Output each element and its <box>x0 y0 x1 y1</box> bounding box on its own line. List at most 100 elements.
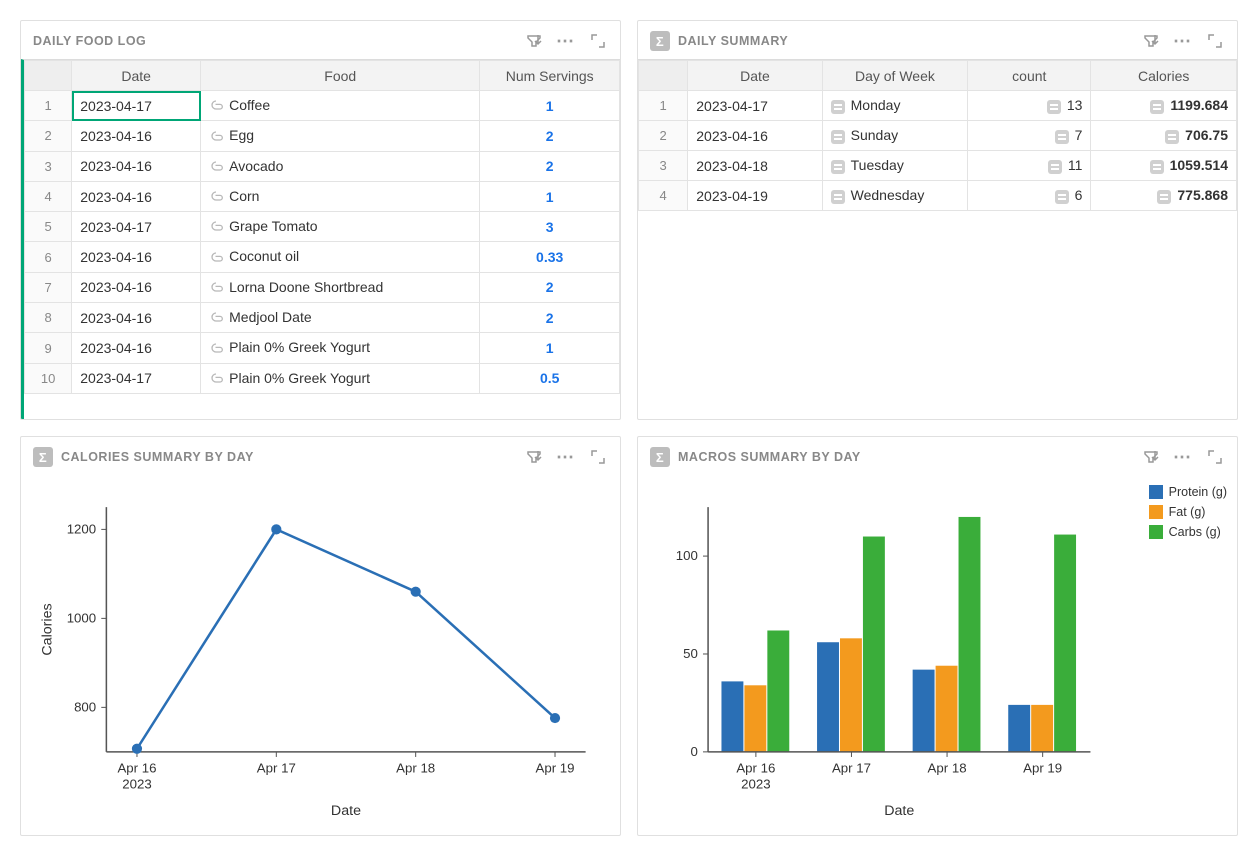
filter-icon[interactable] <box>1141 31 1161 51</box>
cell[interactable]: 2023-04-18 <box>688 151 822 181</box>
row-number[interactable]: 1 <box>639 91 688 121</box>
cell[interactable]: 1199.684 <box>1091 91 1237 121</box>
legend-swatch <box>1149 485 1163 499</box>
row-number[interactable]: 5 <box>25 212 72 242</box>
cell[interactable]: 7 <box>968 121 1091 151</box>
svg-text:Apr 19: Apr 19 <box>535 760 574 775</box>
expand-icon[interactable] <box>588 447 608 467</box>
cell[interactable]: 1059.514 <box>1091 151 1237 181</box>
table-row: 42023-04-16Corn1 <box>25 181 620 211</box>
panel-calories-chart: ΣCALORIES SUMMARY BY DAY⋯80010001200Apr … <box>20 436 621 836</box>
calc-icon <box>1157 190 1171 204</box>
cell[interactable]: 2023-04-19 <box>688 181 822 211</box>
cell[interactable]: 2023-04-17 <box>688 91 822 121</box>
grid-scroll[interactable]: DateDay of WeekcountCalories 12023-04-17M… <box>638 60 1237 419</box>
column-header[interactable]: count <box>968 61 1091 91</box>
cell[interactable]: 2023-04-16 <box>72 333 201 363</box>
row-number[interactable]: 7 <box>25 272 72 302</box>
cell[interactable]: 706.75 <box>1091 121 1237 151</box>
cell[interactable]: Plain 0% Greek Yogurt <box>201 333 480 363</box>
cell[interactable]: 2023-04-17 <box>72 91 201 121</box>
cell[interactable]: Tuesday <box>822 151 968 181</box>
cell[interactable]: 6 <box>968 181 1091 211</box>
panel-header: ΣCALORIES SUMMARY BY DAY⋯ <box>21 437 620 475</box>
cell[interactable]: 2023-04-16 <box>72 181 201 211</box>
cell[interactable]: Egg <box>201 121 480 151</box>
column-header[interactable]: Day of Week <box>822 61 968 91</box>
filter-icon[interactable] <box>524 31 544 51</box>
row-number[interactable]: 2 <box>25 121 72 151</box>
cell[interactable]: Grape Tomato <box>201 212 480 242</box>
expand-icon[interactable] <box>588 31 608 51</box>
cell[interactable]: Plain 0% Greek Yogurt <box>201 363 480 393</box>
grid-scroll[interactable]: DateFoodNum Servings12023-04-17Coffee122… <box>24 60 620 419</box>
cell[interactable]: Monday <box>822 91 968 121</box>
more-icon[interactable]: ⋯ <box>556 31 576 51</box>
legend-label: Fat (g) <box>1169 505 1206 519</box>
cell[interactable]: 0.33 <box>480 242 620 272</box>
cell[interactable]: 11 <box>968 151 1091 181</box>
cell[interactable]: 2023-04-16 <box>72 121 201 151</box>
cell[interactable]: 2023-04-16 <box>72 242 201 272</box>
cell[interactable]: 2 <box>480 151 620 181</box>
cell[interactable]: 13 <box>968 91 1091 121</box>
row-number[interactable]: 3 <box>639 151 688 181</box>
svg-text:Apr 19: Apr 19 <box>1023 760 1062 775</box>
cell[interactable]: 0.5 <box>480 363 620 393</box>
more-icon[interactable]: ⋯ <box>1173 447 1193 467</box>
row-number[interactable]: 4 <box>639 181 688 211</box>
cell[interactable]: 2023-04-16 <box>72 151 201 181</box>
row-header-corner[interactable] <box>639 61 688 91</box>
attachment-icon <box>209 250 225 266</box>
calc-icon <box>831 130 845 144</box>
legend-item[interactable]: Protein (g) <box>1149 485 1227 499</box>
column-header[interactable]: Date <box>688 61 822 91</box>
row-header-corner[interactable] <box>25 61 72 91</box>
row-number[interactable]: 8 <box>25 303 72 333</box>
cell[interactable]: 2 <box>480 272 620 302</box>
cell[interactable]: Avocado <box>201 151 480 181</box>
cell[interactable]: Lorna Doone Shortbread <box>201 272 480 302</box>
row-number[interactable]: 9 <box>25 333 72 363</box>
cell[interactable]: 2 <box>480 121 620 151</box>
more-icon[interactable]: ⋯ <box>1173 31 1193 51</box>
row-number[interactable]: 1 <box>25 91 72 121</box>
column-header[interactable]: Food <box>201 61 480 91</box>
panel-header: ΣDAILY SUMMARY⋯ <box>638 21 1237 59</box>
column-header[interactable]: Calories <box>1091 61 1237 91</box>
table-row: 22023-04-16Egg2 <box>25 121 620 151</box>
cell[interactable]: 1 <box>480 181 620 211</box>
column-header[interactable]: Num Servings <box>480 61 620 91</box>
cell[interactable]: 3 <box>480 212 620 242</box>
cell[interactable]: Coffee <box>201 91 480 121</box>
legend-item[interactable]: Carbs (g) <box>1149 525 1227 539</box>
cell[interactable]: Coconut oil <box>201 242 480 272</box>
cell[interactable]: 2023-04-17 <box>72 363 201 393</box>
attachment-icon <box>209 98 225 114</box>
filter-icon[interactable] <box>524 447 544 467</box>
column-header[interactable]: Date <box>72 61 201 91</box>
cell[interactable]: 2023-04-16 <box>72 272 201 302</box>
table-row: 32023-04-16Avocado2 <box>25 151 620 181</box>
row-number[interactable]: 6 <box>25 242 72 272</box>
legend-item[interactable]: Fat (g) <box>1149 505 1227 519</box>
cell[interactable]: 1 <box>480 91 620 121</box>
cell[interactable]: Corn <box>201 181 480 211</box>
cell[interactable]: 2023-04-16 <box>72 303 201 333</box>
more-icon[interactable]: ⋯ <box>556 447 576 467</box>
cell[interactable]: 775.868 <box>1091 181 1237 211</box>
row-number[interactable]: 2 <box>639 121 688 151</box>
row-number[interactable]: 10 <box>25 363 72 393</box>
row-number[interactable]: 4 <box>25 181 72 211</box>
cell[interactable]: Wednesday <box>822 181 968 211</box>
cell[interactable]: 1 <box>480 333 620 363</box>
cell[interactable]: 2023-04-17 <box>72 212 201 242</box>
expand-icon[interactable] <box>1205 31 1225 51</box>
cell[interactable]: 2023-04-16 <box>688 121 822 151</box>
row-number[interactable]: 3 <box>25 151 72 181</box>
cell[interactable]: 2 <box>480 303 620 333</box>
expand-icon[interactable] <box>1205 447 1225 467</box>
cell[interactable]: Sunday <box>822 121 968 151</box>
cell[interactable]: Medjool Date <box>201 303 480 333</box>
filter-icon[interactable] <box>1141 447 1161 467</box>
